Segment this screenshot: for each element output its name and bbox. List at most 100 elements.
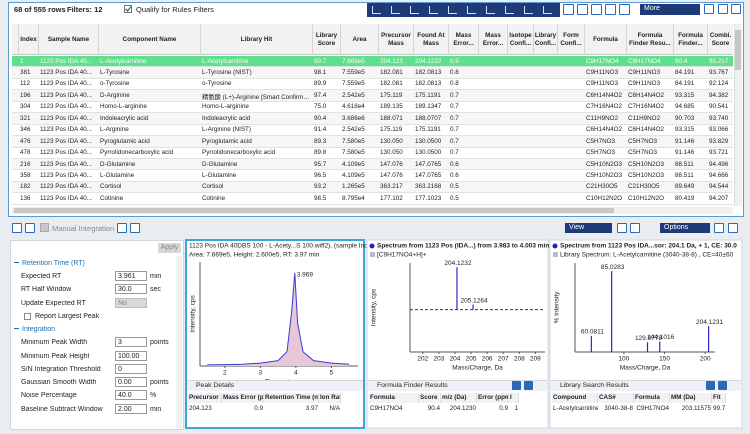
tool-icon[interactable] — [467, 6, 476, 14]
table-row[interactable] — [12, 159, 733, 171]
table-row[interactable] — [12, 193, 733, 205]
tool-icon[interactable] — [524, 6, 533, 14]
column-header[interactable]: Formula — [634, 393, 670, 403]
table-row[interactable] — [12, 181, 733, 194]
column-header[interactable]: m/z (Da) — [441, 393, 477, 403]
column-header[interactable]: Found At Mass — [413, 24, 448, 55]
icon-button[interactable] — [630, 223, 640, 233]
input[interactable]: 3.961 — [115, 271, 147, 281]
column-header[interactable]: Sample Name — [38, 24, 98, 55]
column-header[interactable]: Formula — [369, 393, 419, 403]
input[interactable]: 30.0 — [115, 284, 147, 295]
icon-button[interactable] — [12, 223, 22, 233]
input[interactable]: 0 — [115, 363, 147, 374]
table-row[interactable] — [12, 90, 733, 102]
column-header[interactable]: Error (ppm) — [477, 393, 509, 403]
tool-icon[interactable] — [429, 6, 438, 14]
icon-button[interactable] — [524, 381, 533, 390]
table-row[interactable] — [12, 136, 733, 148]
apply-button[interactable]: Apply — [158, 243, 181, 253]
icon-button[interactable] — [130, 223, 140, 233]
field-label: RT Half Window — [21, 286, 72, 294]
section-title[interactable]: Integration — [22, 326, 56, 334]
table-title[interactable]: Formula Finder Results — [377, 382, 448, 389]
column-header[interactable]: Fit — [712, 393, 726, 403]
icon-button[interactable] — [25, 223, 35, 233]
icon-button[interactable] — [605, 4, 616, 15]
table-title[interactable]: Library Search Results — [560, 382, 629, 389]
column-header[interactable]: Library Hit — [200, 24, 312, 55]
table-row[interactable] — [12, 147, 733, 160]
table-row[interactable] — [12, 124, 733, 137]
column-header[interactable]: Component Name — [98, 24, 200, 55]
x-tick-label: 206 — [482, 356, 493, 363]
input[interactable]: 2.00 — [115, 403, 147, 414]
input[interactable]: 100.00 — [115, 350, 147, 361]
more-dropdown[interactable]: More — [640, 4, 700, 15]
view-dropdown[interactable]: View — [565, 223, 612, 233]
column-header[interactable]: Formula Finder Resu... — [626, 24, 673, 55]
tool-icon[interactable] — [505, 6, 514, 14]
input[interactable]: 0.00 — [115, 377, 147, 388]
column-header[interactable]: Library Confi... — [533, 24, 557, 55]
column-header[interactable]: Retention Time (min) — [264, 393, 319, 403]
column-header[interactable]: Form Confi... — [557, 24, 584, 55]
icon-button[interactable] — [714, 223, 724, 233]
input[interactable]: 40.0 — [115, 390, 147, 401]
peak-label: 144.1016 — [647, 334, 674, 341]
icon-button[interactable] — [731, 4, 741, 14]
column-header[interactable]: Library Score — [312, 24, 340, 55]
column-header[interactable]: Index — [18, 24, 38, 55]
table-row[interactable] — [12, 101, 733, 114]
column-header[interactable]: Combi. Score — [707, 24, 733, 55]
tool-icon[interactable] — [486, 6, 495, 14]
column-header[interactable]: Isotope Confi... — [507, 24, 533, 55]
dropdown[interactable]: No — [115, 297, 147, 308]
column-header[interactable]: Mass Error... — [448, 24, 478, 55]
tool-icon[interactable] — [372, 6, 381, 14]
icon-button[interactable] — [117, 223, 127, 233]
checkbox[interactable] — [24, 312, 31, 320]
column-header[interactable]: Compound — [552, 393, 598, 403]
tool-icon[interactable] — [543, 6, 552, 14]
column-header[interactable]: Formula — [584, 24, 626, 55]
table-row[interactable] — [12, 56, 733, 68]
column-header[interactable]: Precursor Mass — [378, 24, 413, 55]
manual-checkbox[interactable] — [40, 223, 49, 232]
table-row[interactable] — [12, 113, 733, 125]
input[interactable]: 3 — [115, 337, 147, 348]
table-row[interactable] — [12, 170, 733, 182]
icon-button[interactable] — [718, 381, 727, 390]
icon-button[interactable] — [718, 4, 728, 14]
options-dropdown[interactable]: Options — [660, 223, 710, 233]
table-row[interactable] — [12, 78, 733, 91]
tool-icon[interactable] — [410, 6, 419, 14]
qualify-checkbox[interactable] — [124, 5, 132, 13]
icon-button[interactable] — [706, 381, 715, 390]
section-title[interactable]: Retention Time (RT) — [22, 260, 85, 267]
column-header[interactable]: Score — [419, 393, 441, 403]
icon-button[interactable] — [617, 223, 627, 233]
integration-panel — [10, 240, 184, 430]
column-header[interactable]: Ion Rati — [319, 393, 341, 403]
column-header[interactable]: Formula Finder... — [673, 24, 707, 55]
icon-button[interactable] — [728, 223, 738, 233]
column-header[interactable]: Area — [340, 24, 378, 55]
icon-button[interactable] — [619, 4, 630, 15]
icon-button[interactable] — [591, 4, 602, 15]
table-title[interactable]: Peak Details — [196, 382, 235, 389]
tool-icon[interactable] — [448, 6, 457, 14]
tool-icon[interactable] — [391, 6, 400, 14]
icon-button[interactable] — [704, 4, 714, 14]
icon-button[interactable] — [512, 381, 521, 390]
column-header[interactable]: MM (Da) — [670, 393, 712, 403]
column-header[interactable]: CAS# — [598, 393, 634, 403]
column-header[interactable]: Precursor m/z — [188, 393, 222, 403]
column-header[interactable]: I — [509, 393, 519, 403]
column-header[interactable]: Mass Error... — [478, 24, 507, 55]
icon-button[interactable] — [563, 4, 574, 15]
column-header[interactable]: Mass Error (ppm) — [222, 393, 264, 403]
icon-button[interactable] — [577, 4, 588, 15]
table-row[interactable] — [12, 67, 733, 79]
